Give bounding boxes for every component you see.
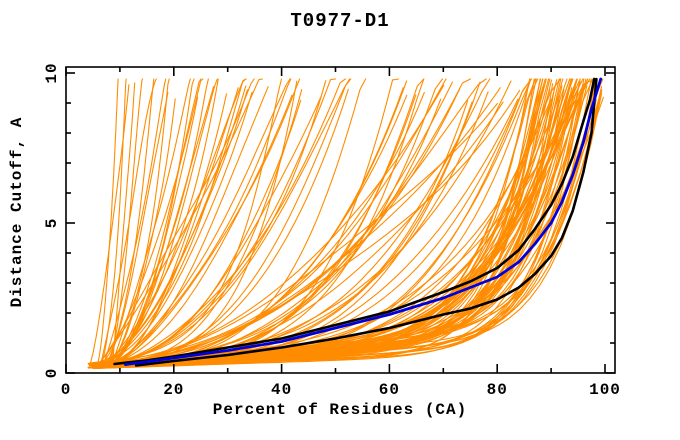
ensemble-curve xyxy=(99,91,253,365)
ensemble-curve xyxy=(101,99,302,366)
y-axis-label: Distance Cutoff, A xyxy=(8,116,26,308)
ensemble-curve xyxy=(103,80,298,366)
ensemble-curve xyxy=(92,80,327,364)
plot-frame xyxy=(65,66,616,374)
x-tick-label: 100 xyxy=(589,381,621,399)
ensemble-curve xyxy=(106,78,209,368)
highlight-model-black-2 xyxy=(134,77,598,367)
ensemble-curve xyxy=(109,78,491,369)
ensemble-curve xyxy=(99,78,127,368)
ensemble-curve xyxy=(96,78,119,366)
x-tick-label: 80 xyxy=(487,381,508,399)
x-tick-label: 20 xyxy=(163,381,184,399)
x-tick-label: 40 xyxy=(271,381,292,399)
x-tick-labels: 0 20 40 60 80 100 xyxy=(61,381,621,399)
highlight-curves xyxy=(113,77,603,367)
ensemble-curve xyxy=(97,78,346,368)
y-tick-label: 5 xyxy=(43,218,61,229)
x-tick-label: 60 xyxy=(379,381,400,399)
ensemble-curve xyxy=(102,86,269,369)
ensemble-curve xyxy=(93,89,248,367)
ensemble-curve xyxy=(104,78,195,367)
y-tick-label: 0 xyxy=(43,368,61,379)
frame-rect xyxy=(65,66,616,374)
highlight-model-blue xyxy=(123,77,603,367)
ensemble-curve xyxy=(111,82,136,366)
ensemble-curve xyxy=(108,91,489,367)
ensemble-curve xyxy=(104,96,199,367)
ensemble-curve xyxy=(88,103,498,368)
ensemble-curve xyxy=(100,78,337,366)
ensemble-curve xyxy=(108,78,487,364)
ensemble-curve xyxy=(102,78,541,368)
ensemble-curve xyxy=(103,78,155,367)
ensemble-curve xyxy=(90,94,293,369)
ensemble-curve xyxy=(96,95,322,368)
ensemble-curve xyxy=(103,78,292,367)
x-tick-label: 0 xyxy=(61,381,72,399)
ensemble-curve xyxy=(111,78,585,369)
x-axis-label: Percent of Residues (CA) xyxy=(212,401,468,419)
y-tick-labels: 0 5 10 xyxy=(43,62,61,378)
axis-ticks xyxy=(65,67,615,374)
ensemble-curve xyxy=(107,78,202,369)
y-tick-label: 10 xyxy=(43,62,61,83)
ensemble-curve xyxy=(97,78,263,365)
highlight-model-black-1 xyxy=(113,77,596,366)
ensemble-curve xyxy=(105,88,565,369)
ensemble-curve xyxy=(100,78,247,369)
chart-title: T0977-D1 xyxy=(290,10,390,32)
ensemble-curve xyxy=(102,98,176,368)
